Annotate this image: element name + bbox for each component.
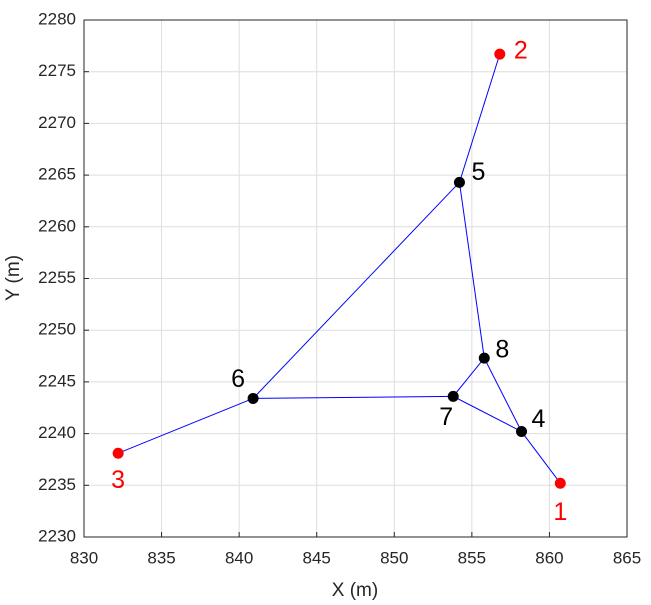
y-tick-label: 2265 bbox=[38, 165, 76, 184]
y-tick-label: 2275 bbox=[38, 61, 76, 80]
edges bbox=[117, 53, 561, 484]
node-label: 5 bbox=[471, 158, 485, 186]
y-tick-label: 2235 bbox=[38, 475, 76, 494]
y-tick-label: 2280 bbox=[38, 9, 76, 28]
x-axis-label: X (m) bbox=[332, 580, 378, 601]
x-tick-label: 860 bbox=[535, 548, 563, 567]
plot-frame bbox=[83, 19, 628, 538]
node-label: 8 bbox=[495, 336, 509, 364]
node bbox=[247, 392, 259, 404]
y-axis-label: Y (m) bbox=[3, 255, 24, 301]
node bbox=[112, 447, 124, 459]
x-tick-label: 845 bbox=[303, 548, 331, 567]
nodes: 1 2 3 4 5 6 7 8 bbox=[111, 37, 567, 526]
x-tick-label: 865 bbox=[613, 548, 641, 567]
y-tick-label: 2255 bbox=[38, 268, 76, 287]
y-tick-label: 2270 bbox=[38, 113, 76, 132]
x-tick-label: 840 bbox=[225, 548, 253, 567]
node bbox=[453, 176, 465, 188]
node-label: 7 bbox=[439, 403, 453, 431]
node-label: 4 bbox=[532, 405, 546, 433]
x-tick-label: 850 bbox=[380, 548, 408, 567]
edge bbox=[452, 357, 485, 397]
node-label: 3 bbox=[111, 466, 125, 494]
node-label: 2 bbox=[514, 37, 528, 65]
x-tick-label: 835 bbox=[147, 548, 175, 567]
edge bbox=[117, 397, 254, 454]
edge bbox=[521, 431, 561, 484]
node bbox=[494, 48, 506, 60]
y-tick-label: 2260 bbox=[38, 216, 76, 235]
node-label: 1 bbox=[553, 498, 567, 526]
node bbox=[447, 390, 459, 402]
node-label: 6 bbox=[231, 365, 245, 393]
edge bbox=[252, 181, 460, 399]
edge bbox=[458, 53, 501, 183]
edge bbox=[458, 182, 485, 359]
node bbox=[516, 426, 528, 438]
y-tick-label: 2240 bbox=[38, 423, 76, 442]
y-tick-label: 2245 bbox=[38, 371, 76, 390]
node bbox=[554, 477, 566, 489]
x-tick-label: 830 bbox=[70, 548, 98, 567]
node bbox=[478, 352, 490, 364]
y-tick-label: 2230 bbox=[38, 526, 76, 545]
edge bbox=[483, 357, 522, 432]
x-tick-label: 855 bbox=[458, 548, 486, 567]
edge bbox=[253, 395, 454, 399]
edge bbox=[453, 395, 522, 432]
y-tick-label: 2250 bbox=[38, 320, 76, 339]
